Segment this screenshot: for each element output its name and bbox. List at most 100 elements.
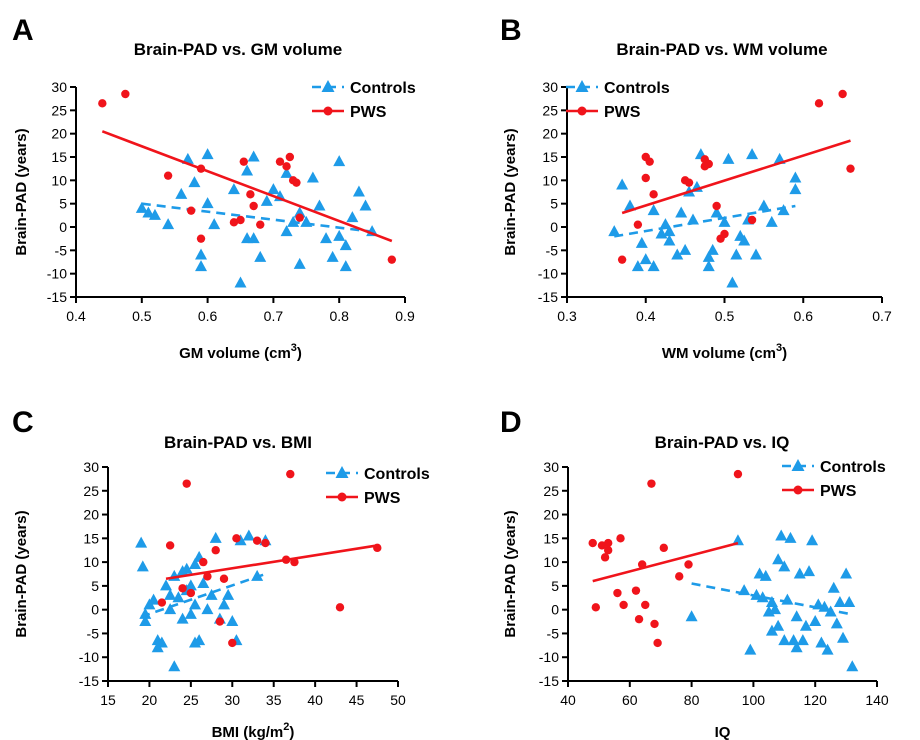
data-point-pws bbox=[838, 89, 847, 99]
data-point-controls bbox=[765, 624, 778, 636]
legend-entry-pws: PWS bbox=[312, 104, 387, 121]
y-axis-label: Brain-PAD (years) bbox=[502, 510, 519, 637]
data-point-controls bbox=[777, 204, 790, 216]
series-controls bbox=[135, 148, 379, 288]
data-point-controls bbox=[339, 260, 352, 272]
trend-line-controls bbox=[691, 582, 853, 616]
legend-entry-pws: PWS bbox=[326, 490, 401, 507]
chart-panel-b: B Brain-PAD vs. WM volume -15 -10 -5 0 5 10 15 20… bbox=[500, 14, 892, 362]
x-tick-label: 30 bbox=[224, 692, 240, 708]
panel-letter: A bbox=[12, 14, 34, 47]
data-point-pws bbox=[641, 173, 650, 183]
data-point-controls bbox=[765, 215, 778, 227]
legend-entry-pws: PWS bbox=[782, 483, 857, 500]
chart-panel-d: D Brain-PAD vs. IQ -15 -10 -5 0 5 10 15 20 25 30 40 6… bbox=[500, 406, 889, 740]
data-point-controls bbox=[778, 560, 791, 572]
data-point-pws bbox=[814, 99, 824, 108]
data-point-pws bbox=[282, 162, 291, 171]
data-point-controls bbox=[821, 643, 834, 655]
x-axis-label-main: IQ bbox=[715, 724, 731, 740]
y-tick-label: 20 bbox=[51, 126, 67, 142]
data-point-pws bbox=[659, 543, 668, 553]
y-axis-label: Brain-PAD (years) bbox=[502, 128, 519, 255]
x-axis-label-superscript: 3 bbox=[291, 342, 297, 354]
legend-label: PWS bbox=[820, 483, 857, 500]
data-point-controls bbox=[775, 529, 788, 541]
data-point-controls bbox=[837, 631, 850, 643]
data-point-controls bbox=[790, 610, 803, 622]
legend-marker bbox=[793, 485, 803, 495]
data-point-pws bbox=[684, 178, 694, 187]
legend-marker bbox=[335, 466, 349, 478]
x-tick-label: 40 bbox=[560, 692, 576, 708]
y-tick-label: -10 bbox=[79, 649, 99, 665]
data-point-controls bbox=[731, 534, 744, 546]
data-point-controls bbox=[280, 225, 293, 237]
data-point-controls bbox=[139, 615, 152, 627]
x-tick-label: 20 bbox=[142, 692, 158, 708]
y-tick-label: 20 bbox=[543, 507, 559, 523]
x-tick-label: 45 bbox=[349, 692, 365, 708]
chart-panel-c: C Brain-PAD vs. BMI -15 -10 -5 0 5 10 15 20 25 30 15… bbox=[12, 406, 430, 740]
legend-label: Controls bbox=[604, 80, 670, 97]
data-point-controls bbox=[189, 636, 201, 648]
legend-marker bbox=[577, 106, 587, 116]
y-tick-label: 0 bbox=[91, 602, 99, 618]
data-point-pws bbox=[720, 229, 729, 239]
data-point-pws bbox=[285, 152, 295, 162]
data-point-pws bbox=[215, 617, 225, 626]
data-point-controls bbox=[746, 148, 759, 160]
data-point-controls bbox=[148, 208, 161, 220]
data-point-pws bbox=[261, 538, 270, 548]
data-point-pws bbox=[292, 178, 301, 187]
y-tick-label: 30 bbox=[51, 79, 67, 95]
legend-marker bbox=[321, 80, 335, 92]
data-point-controls bbox=[809, 615, 822, 627]
y-tick-label: 15 bbox=[51, 149, 67, 165]
trend-line-pws bbox=[101, 130, 393, 243]
data-point-controls bbox=[639, 253, 652, 265]
y-tick-label: -15 bbox=[539, 673, 559, 689]
legend-marker bbox=[323, 106, 333, 116]
data-point-controls bbox=[789, 183, 802, 195]
x-tick-label: 25 bbox=[183, 692, 199, 708]
data-point-controls bbox=[359, 199, 372, 211]
data-point-pws bbox=[603, 538, 613, 548]
y-tick-label: 20 bbox=[542, 126, 558, 142]
x-axis-label-main: BMI (kg/m bbox=[212, 724, 284, 740]
data-point-controls bbox=[189, 557, 201, 569]
y-tick-label: 10 bbox=[542, 172, 558, 188]
data-point-pws bbox=[335, 603, 345, 612]
x-tick-label: 0.4 bbox=[636, 308, 656, 324]
data-point-controls bbox=[247, 150, 260, 162]
data-point-pws bbox=[178, 584, 187, 593]
y-tick-label: 5 bbox=[550, 196, 558, 212]
data-point-controls bbox=[675, 206, 688, 218]
data-point-pws bbox=[199, 557, 208, 567]
data-point-pws bbox=[675, 572, 684, 581]
y-tick-label: 0 bbox=[550, 219, 558, 235]
y-tick-label: 20 bbox=[83, 507, 99, 523]
data-point-pws bbox=[203, 572, 212, 581]
data-point-pws bbox=[182, 479, 191, 488]
data-point-controls bbox=[160, 579, 172, 591]
x-axis-label-superscript: 2 bbox=[283, 721, 289, 733]
data-point-controls bbox=[136, 560, 149, 572]
x-axis-label-end: ) bbox=[289, 724, 294, 740]
series-controls bbox=[685, 529, 859, 672]
series-pws bbox=[157, 469, 382, 648]
trend-line-pws bbox=[165, 544, 378, 581]
data-point-controls bbox=[744, 643, 757, 655]
data-point-controls bbox=[320, 232, 333, 244]
legend-entry-pws: PWS bbox=[566, 104, 641, 121]
legend-marker bbox=[337, 492, 347, 502]
data-point-pws bbox=[256, 220, 265, 229]
data-point-controls bbox=[280, 166, 293, 178]
data-point-pws bbox=[249, 201, 258, 211]
x-tick-label: 0.5 bbox=[715, 308, 735, 324]
data-point-controls bbox=[750, 248, 762, 260]
data-point-controls bbox=[726, 276, 739, 288]
data-point-controls bbox=[756, 591, 769, 603]
x-axis-label-end: ) bbox=[782, 345, 787, 362]
x-axis-label: GM volume (cm3) bbox=[179, 342, 302, 362]
